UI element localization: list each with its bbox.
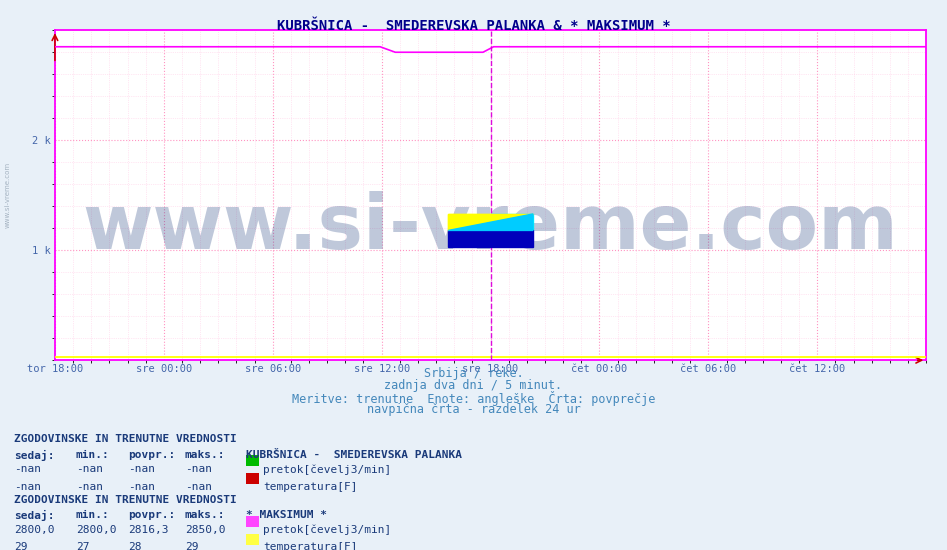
Polygon shape xyxy=(491,214,533,230)
Text: -nan: -nan xyxy=(76,464,103,474)
Text: zadnja dva dni / 5 minut.: zadnja dva dni / 5 minut. xyxy=(384,379,563,392)
Polygon shape xyxy=(448,214,491,230)
Text: maks.:: maks.: xyxy=(185,510,225,520)
Text: 29: 29 xyxy=(185,542,198,550)
Text: -nan: -nan xyxy=(128,482,155,492)
Text: pretok[čevelj3/min]: pretok[čevelj3/min] xyxy=(263,464,391,475)
Text: -nan: -nan xyxy=(128,464,155,474)
Text: 2850,0: 2850,0 xyxy=(185,525,225,535)
Text: Meritve: trenutne  Enote: angleške  Črta: povprečje: Meritve: trenutne Enote: angleške Črta: … xyxy=(292,391,655,406)
Text: 29: 29 xyxy=(14,542,27,550)
Polygon shape xyxy=(448,214,533,230)
Text: temperatura[F]: temperatura[F] xyxy=(263,542,358,550)
Text: temperatura[F]: temperatura[F] xyxy=(263,482,358,492)
Text: 2800,0: 2800,0 xyxy=(76,525,116,535)
Text: 27: 27 xyxy=(76,542,89,550)
Text: 2800,0: 2800,0 xyxy=(14,525,55,535)
Polygon shape xyxy=(448,214,533,230)
Text: sedaj:: sedaj: xyxy=(14,450,55,461)
Text: maks.:: maks.: xyxy=(185,450,225,460)
Text: -nan: -nan xyxy=(14,464,42,474)
Text: 2816,3: 2816,3 xyxy=(128,525,169,535)
Text: Srbija / reke.: Srbija / reke. xyxy=(423,367,524,380)
Text: -nan: -nan xyxy=(76,482,103,492)
Text: pretok[čevelj3/min]: pretok[čevelj3/min] xyxy=(263,525,391,535)
Text: ZGODOVINSKE IN TRENUTNE VREDNOSTI: ZGODOVINSKE IN TRENUTNE VREDNOSTI xyxy=(14,495,237,505)
Text: povpr.:: povpr.: xyxy=(128,450,175,460)
Text: ZGODOVINSKE IN TRENUTNE VREDNOSTI: ZGODOVINSKE IN TRENUTNE VREDNOSTI xyxy=(14,434,237,444)
Text: -nan: -nan xyxy=(185,482,212,492)
Text: www.si-vreme.com: www.si-vreme.com xyxy=(82,191,899,265)
Text: * MAKSIMUM *: * MAKSIMUM * xyxy=(246,510,328,520)
Text: www.si-vreme.com: www.si-vreme.com xyxy=(5,162,10,228)
Text: min.:: min.: xyxy=(76,450,110,460)
Text: -nan: -nan xyxy=(14,482,42,492)
Text: -nan: -nan xyxy=(185,464,212,474)
Text: KUBRŠNICA -  SMEDEREVSKA PALANKA & * MAKSIMUM *: KUBRŠNICA - SMEDEREVSKA PALANKA & * MAKS… xyxy=(277,19,670,33)
Text: povpr.:: povpr.: xyxy=(128,510,175,520)
Text: navpična črta - razdelek 24 ur: navpična črta - razdelek 24 ur xyxy=(366,403,581,416)
Text: min.:: min.: xyxy=(76,510,110,520)
Bar xyxy=(448,230,533,247)
Text: 28: 28 xyxy=(128,542,141,550)
Text: sedaj:: sedaj: xyxy=(14,510,55,521)
Text: KUBRŠNICA -  SMEDEREVSKA PALANKA: KUBRŠNICA - SMEDEREVSKA PALANKA xyxy=(246,450,462,460)
